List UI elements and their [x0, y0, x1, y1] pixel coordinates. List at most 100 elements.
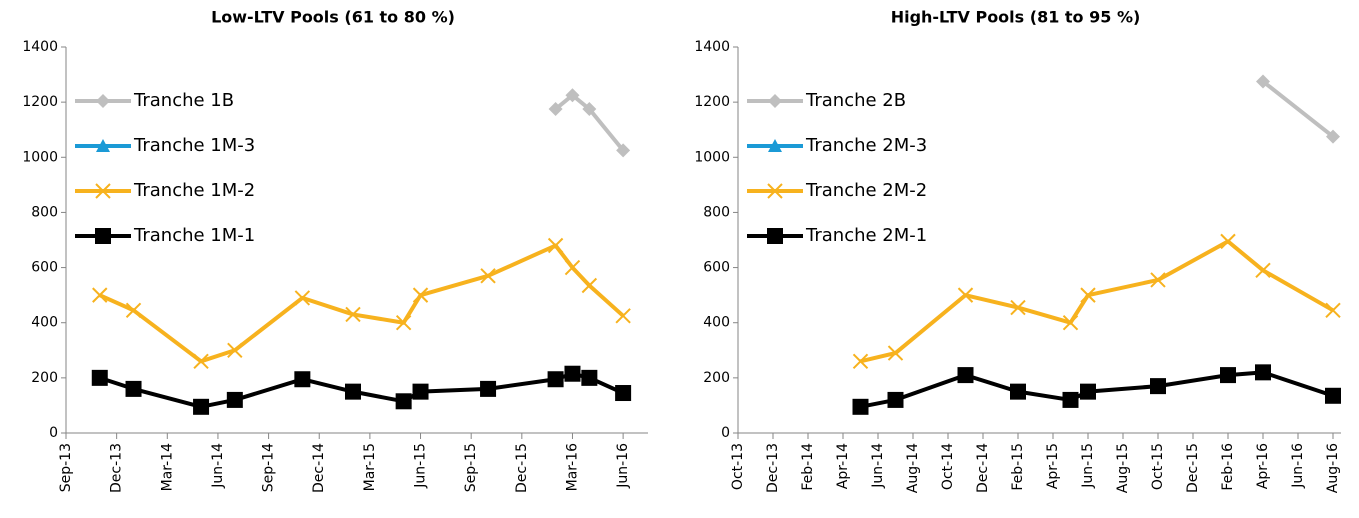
legend-label: Tranche 2M-3	[805, 135, 927, 156]
marker	[564, 259, 581, 276]
marker	[582, 102, 597, 117]
marker	[581, 277, 598, 294]
x-tick-label: Dec-15	[1185, 443, 1201, 493]
x-tick-label: Dec-14	[975, 443, 991, 493]
marker	[125, 302, 142, 319]
marker	[480, 268, 496, 284]
legend-label: Tranche 2B	[805, 90, 906, 111]
x-tick-label: Feb-16	[1220, 443, 1236, 491]
x-tick-label: Sep-15	[463, 443, 479, 492]
x-tick-label: Aug-16	[1325, 443, 1341, 493]
marker	[887, 391, 904, 408]
marker	[1256, 74, 1270, 89]
x-tick-label: Jun-16	[615, 443, 631, 489]
marker	[548, 102, 563, 117]
y-tick-label: 0	[721, 425, 730, 441]
x-tick-label: Jun-15	[1080, 443, 1096, 489]
marker	[345, 306, 361, 323]
y-tick-label: 200	[703, 370, 730, 386]
marker	[1010, 383, 1026, 400]
marker	[547, 371, 564, 388]
y-tick-label: 1200	[694, 94, 730, 110]
x-tick-label: Feb-14	[800, 443, 816, 491]
x-tick-label: Oct-14	[940, 443, 956, 490]
marker	[345, 383, 361, 400]
x-tick-label: Sep-13	[58, 443, 74, 492]
x-tick-label: Dec-13	[765, 443, 781, 493]
x-tick-label: Mar-15	[362, 443, 378, 491]
marker	[412, 383, 429, 400]
y-tick-label: 1400	[694, 39, 730, 55]
legend-label: Tranche 2M-2	[805, 180, 927, 201]
marker	[1080, 383, 1096, 400]
x-tick-label: Jun-14	[210, 443, 226, 489]
x-tick-label: Apr-15	[1045, 443, 1061, 489]
marker	[91, 369, 108, 386]
x-tick-label: Dec-15	[514, 443, 530, 493]
marker	[564, 365, 581, 382]
marker	[957, 367, 974, 384]
marker	[1010, 299, 1026, 316]
marker	[565, 88, 580, 103]
marker	[852, 398, 869, 415]
marker	[1220, 367, 1236, 384]
legend-marker	[96, 139, 110, 152]
legend-label: Tranche 1M-1	[133, 225, 255, 246]
marker	[616, 143, 631, 158]
legend-marker	[767, 228, 783, 244]
x-tick-label: Mar-14	[159, 443, 175, 491]
marker	[395, 315, 412, 331]
series-line	[1261, 79, 1335, 139]
marker	[1150, 272, 1166, 288]
legend-label: Tranche 1M-2	[133, 180, 255, 201]
series-line	[860, 370, 1334, 409]
marker	[1255, 262, 1271, 279]
series-line	[99, 371, 624, 409]
x-tick-label: Feb-15	[1010, 443, 1026, 491]
marker	[1080, 287, 1096, 303]
y-tick-label: 1000	[694, 149, 730, 165]
marker	[615, 308, 631, 324]
marker	[227, 342, 243, 358]
x-tick-label: Aug-14	[905, 443, 921, 493]
marker	[1325, 302, 1341, 319]
legend-label: Tranche 2M-1	[805, 225, 927, 246]
y-tick-label: 800	[703, 204, 730, 220]
marker	[1325, 387, 1341, 404]
marker	[412, 287, 429, 303]
y-tick-label: 1200	[22, 94, 58, 110]
x-tick-label: Dec-14	[311, 443, 327, 493]
marker	[615, 385, 632, 402]
series-line	[860, 239, 1334, 364]
marker	[1326, 129, 1340, 144]
legend-label: Tranche 1M-3	[133, 135, 255, 156]
legend-marker	[768, 139, 782, 152]
marker	[581, 369, 598, 386]
chart-title: High-LTV Pools (81 to 95 %)	[891, 8, 1141, 27]
legend-marker	[768, 94, 782, 108]
legend-marker	[767, 183, 783, 199]
y-tick-label: 400	[31, 315, 58, 331]
x-tick-label: Apr-14	[835, 443, 851, 489]
marker	[1062, 391, 1079, 408]
x-tick-label: Sep-14	[261, 443, 277, 492]
marker	[1220, 233, 1236, 250]
marker	[1150, 378, 1166, 395]
marker	[887, 345, 904, 361]
y-tick-label: 0	[49, 425, 58, 441]
marker	[480, 380, 497, 397]
marker	[1062, 315, 1079, 331]
marker	[125, 380, 142, 397]
legend-marker	[95, 228, 111, 244]
y-tick-label: 1400	[22, 39, 58, 55]
marker	[395, 393, 412, 410]
x-tick-label: Jun-15	[413, 443, 429, 489]
y-tick-label: 600	[31, 260, 58, 276]
series-line	[98, 243, 625, 364]
legend-label: Tranche 1B	[133, 90, 234, 111]
marker	[852, 353, 869, 370]
marker	[193, 353, 209, 370]
marker	[193, 398, 210, 415]
